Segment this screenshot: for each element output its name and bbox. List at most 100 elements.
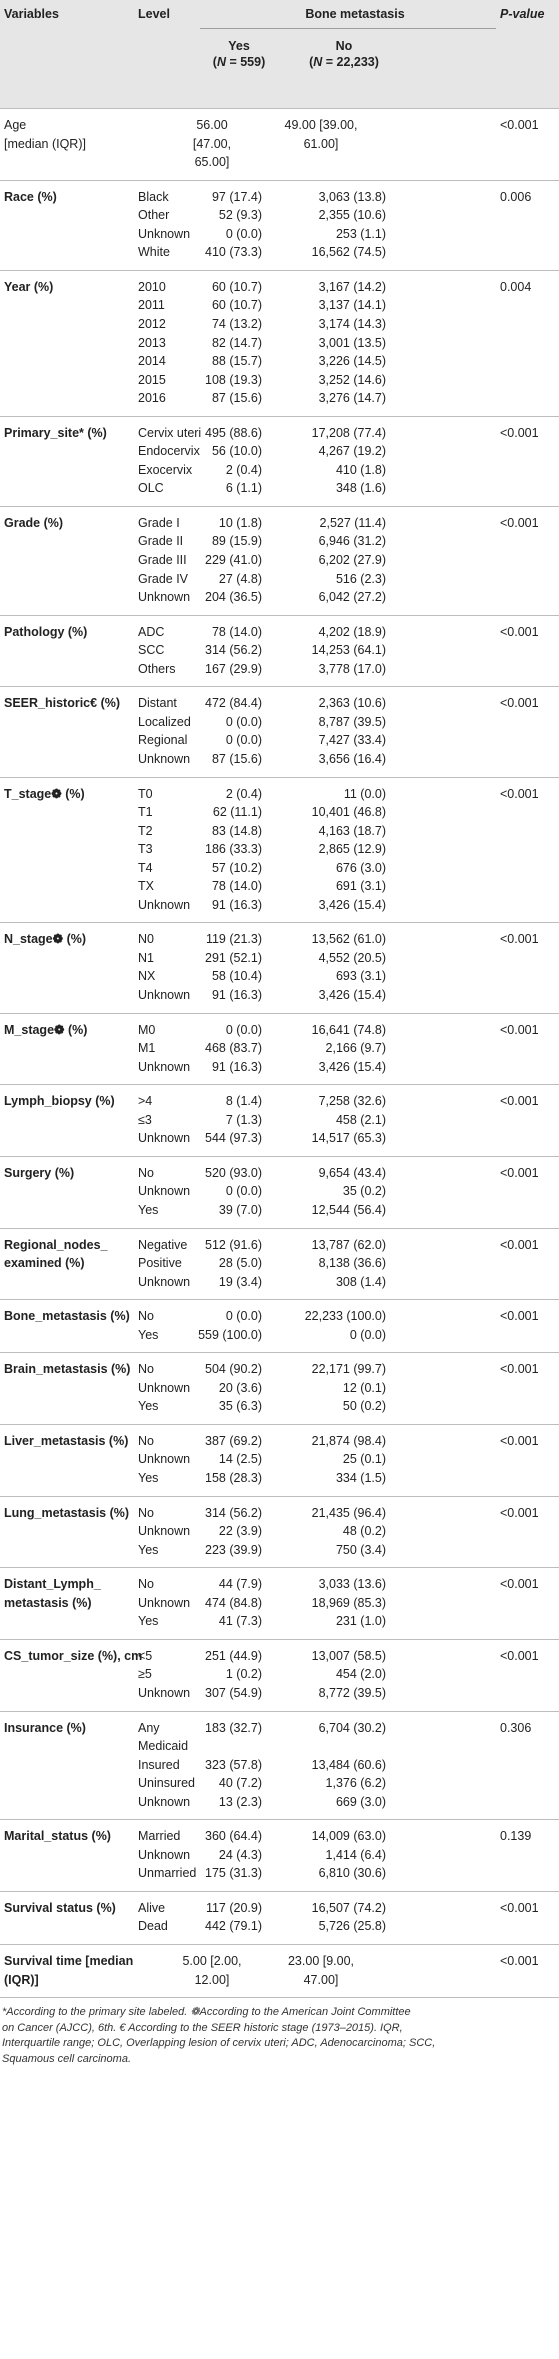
level-label: Others <box>138 661 176 676</box>
variable-label: Insurance (%) <box>4 1720 86 1735</box>
variable-label: examined (%) <box>4 1256 85 1271</box>
no-value: 3,426 (15.4) <box>318 1059 386 1074</box>
level-label: Grade I <box>138 515 180 530</box>
level-label: Grade II <box>138 534 184 549</box>
no-value: 10,401 (46.8) <box>311 805 386 820</box>
yes-value: 7 (1.3) <box>225 1112 262 1127</box>
level-label: T0 <box>138 786 153 801</box>
level-label: No <box>138 1577 154 1592</box>
level-label: ADC <box>138 624 165 639</box>
header-variables: Variables <box>4 7 59 21</box>
no-value: 6,810 (30.6) <box>318 1866 386 1881</box>
p-value: <0.001 <box>500 1165 539 1180</box>
level-label: 2010 <box>138 279 166 294</box>
yes-value: 8 (1.4) <box>225 1094 262 1109</box>
level-label: Dead <box>138 1919 168 1934</box>
p-value: <0.001 <box>500 1309 539 1324</box>
yes-value: 28 (5.0) <box>218 1256 262 1271</box>
yes-value: 360 (64.4) <box>205 1829 262 1844</box>
row-separator <box>0 505 559 507</box>
yes-value: 2 (0.4) <box>225 462 262 477</box>
yes-value: 0 (0.0) <box>225 1022 262 1037</box>
level-label: Grade III <box>138 553 187 567</box>
yes-value: 58 (10.4) <box>211 969 262 984</box>
no-value: 13,787 (62.0) <box>311 1237 386 1252</box>
no-value: 458 (2.1) <box>335 1112 386 1127</box>
yes-value: 108 (19.3) <box>205 372 262 387</box>
yes-value: 10 (1.8) <box>218 515 262 530</box>
level-label: Insured <box>138 1757 180 1772</box>
level-label: Cervix uteri <box>138 425 202 440</box>
p-value: <0.001 <box>500 1237 539 1252</box>
no-value: 13,562 (61.0) <box>311 932 386 947</box>
yes-value: 6 (1.1) <box>225 481 262 496</box>
yes-value: 40 (7.2) <box>218 1776 262 1791</box>
level-label: Unknown <box>138 1184 191 1199</box>
level-label: No <box>138 1309 154 1324</box>
header-pvalue: P-value <box>500 7 545 21</box>
level-label: Unknown <box>138 1794 191 1809</box>
level-label: Unknown <box>138 1131 191 1146</box>
level-label: Positive <box>138 1256 182 1271</box>
yes-value: 12.00] <box>194 1972 230 1987</box>
no-value: 22,233 (100.0) <box>304 1309 386 1324</box>
row-separator <box>0 1084 559 1086</box>
level-label: Any <box>138 1720 160 1735</box>
yes-value: 60 (10.7) <box>211 279 262 294</box>
level-label: M1 <box>138 1041 156 1056</box>
no-value: 9,654 (43.4) <box>318 1165 386 1180</box>
no-value: 3,137 (14.1) <box>318 298 386 313</box>
no-value: 4,163 (18.7) <box>318 823 386 838</box>
level-label: M0 <box>138 1022 156 1037</box>
row-separator <box>0 1012 559 1014</box>
header-rule <box>0 108 559 109</box>
row-separator <box>0 1495 559 1497</box>
yes-value: 307 (54.9) <box>205 1685 262 1700</box>
level-label: Unknown <box>138 897 191 912</box>
p-value: <0.001 <box>500 1362 539 1377</box>
variable-label: (IQR)] <box>4 1972 39 1987</box>
yes-value: 74 (13.2) <box>211 316 262 331</box>
level-label: Black <box>138 189 169 204</box>
level-label: Negative <box>138 1237 188 1252</box>
yes-value: 204 (36.5) <box>205 590 262 605</box>
yes-value: 56 (10.0) <box>211 444 262 459</box>
header-bone-metastasis: Bone metastasis <box>305 7 405 21</box>
level-label: Localized <box>138 714 191 729</box>
level-label: White <box>138 245 170 260</box>
no-value: 750 (3.4) <box>335 1542 386 1557</box>
no-value: 49.00 [39.00, <box>284 118 358 132</box>
no-value: 3,426 (15.4) <box>318 988 386 1002</box>
variable-label: Marital_status (%) <box>4 1829 111 1844</box>
variable-label: Race (%) <box>4 189 57 204</box>
yes-value: 78 (14.0) <box>211 624 262 639</box>
variable-label: SEER_historic€ (%) <box>4 696 121 711</box>
level-label: 2015 <box>138 372 166 387</box>
yes-value: 0 (0.0) <box>225 1309 262 1324</box>
row-separator <box>0 1890 559 1892</box>
yes-value: 314 (56.2) <box>205 1505 262 1520</box>
level-label: Regional <box>138 733 188 748</box>
variable-label: Regional_nodes_ <box>4 1237 108 1252</box>
level-label: SCC <box>138 643 165 658</box>
yes-value: 410 (73.3) <box>205 245 262 260</box>
level-label: Unknown <box>138 1524 191 1539</box>
level-label: Unknown <box>138 1274 191 1289</box>
level-label: ≤3 <box>138 1112 152 1127</box>
no-value: 5,726 (25.8) <box>318 1919 386 1934</box>
no-value: 348 (1.6) <box>335 481 386 496</box>
variable-label: [median (IQR)] <box>4 136 86 151</box>
no-value: 6,704 (30.2) <box>318 1720 386 1735</box>
level-label: >4 <box>138 1094 153 1109</box>
no-value: 17,208 (77.4) <box>311 425 386 440</box>
yes-value: 39 (7.0) <box>218 1202 262 1217</box>
yes-value: 0 (0.0) <box>225 714 262 729</box>
variable-label: Survival time [median <box>4 1954 134 1968</box>
level-label: Unknown <box>138 1452 191 1467</box>
yes-value: 91 (16.3) <box>211 897 262 912</box>
p-value: <0.001 <box>500 1505 539 1520</box>
no-value: 6,202 (27.9) <box>318 553 386 567</box>
p-value: <0.001 <box>500 515 539 530</box>
no-value: 4,267 (19.2) <box>318 444 386 459</box>
no-value: 4,202 (18.9) <box>318 624 386 639</box>
